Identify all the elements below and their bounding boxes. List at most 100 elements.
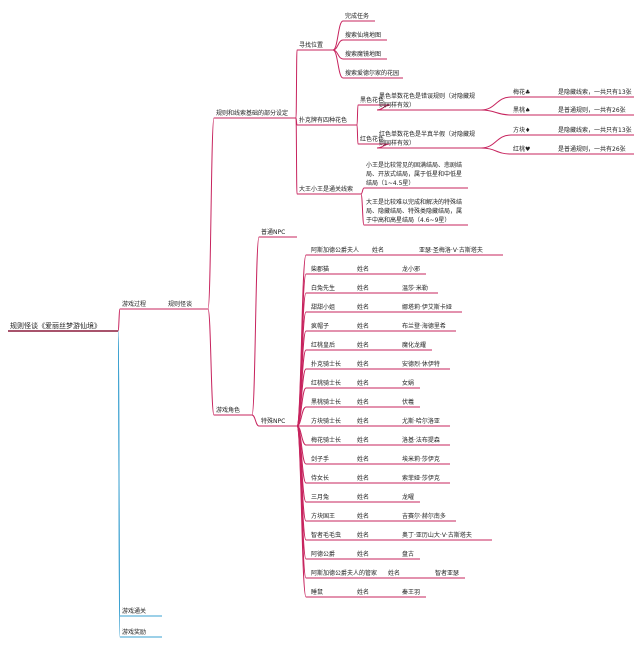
npc-name: 索菲娅·莎伊克: [402, 474, 440, 482]
npc-field: 姓名: [357, 550, 369, 558]
node-text-line: 局、开放式结局，属于低星和中低星: [366, 170, 462, 178]
npc-name: 龙曜: [402, 493, 414, 501]
connector: [117, 308, 121, 332]
npc-field: 姓名: [357, 455, 369, 463]
connector: [296, 425, 307, 598]
npc-field: 姓名: [357, 284, 369, 292]
npc-field: 姓名: [357, 588, 369, 596]
connector: [480, 147, 512, 155]
node-label: 寻找位置: [299, 41, 323, 49]
npc-name: 伏羲: [402, 398, 414, 406]
node-text-line: 红色单数花色是半真半假（对隐藏规: [379, 130, 475, 138]
node-label: 普通NPC: [261, 228, 285, 236]
npc-role: 甜甜小姐: [311, 303, 335, 311]
npc-field: 姓名: [357, 303, 369, 311]
npc-name: 奥丁·亚历山大·V·古斯塔夫: [402, 531, 472, 539]
node-label: 搜索魔镜地图: [345, 50, 381, 58]
connector: [251, 414, 260, 427]
node-label: 搜索仙境地图: [345, 31, 381, 39]
connector: [207, 117, 215, 310]
npc-name: 智者亚瑟: [435, 569, 459, 577]
connector: [117, 330, 121, 638]
connector: [332, 49, 344, 79]
connector: [356, 104, 359, 126]
npc-name: 吉赛尔·赫尔南多: [402, 512, 446, 520]
node-label: 完成任务: [345, 12, 369, 20]
npc-field: 姓名: [388, 569, 400, 577]
npc-name: 娜塔莉·伊艾斯卡娅: [402, 303, 452, 311]
root-label: 规则怪谈《爱丽丝梦游仙境》: [10, 321, 101, 330]
npc-role: 白兔先生: [311, 284, 335, 292]
npc-field: 姓名: [357, 398, 369, 406]
node-label: 规则怪谈: [168, 300, 192, 308]
node-label: 是隐藏线索，一共只有13张: [558, 88, 632, 96]
npc-role: 阿斯加德公爵夫人: [311, 246, 359, 254]
node-label: 特殊NPC: [261, 417, 285, 425]
connector: [207, 308, 215, 416]
npc-role: 智者毛毛虫: [311, 531, 341, 539]
npc-field: 姓名: [357, 360, 369, 368]
node-text-line: 黑色单数花色是错误规则（对隐藏规: [379, 92, 475, 100]
npc-name: 布兰登·海德里希: [402, 322, 446, 330]
npc-role: 方块国王: [311, 512, 335, 520]
connector: [356, 124, 359, 145]
npc-role: 红桃骑士长: [311, 379, 341, 387]
npc-role: 梅花骑士长: [311, 436, 341, 444]
node-label: 规则和线索基础的部分设定: [216, 109, 288, 117]
npc-field: 姓名: [357, 341, 369, 349]
npc-field: 姓名: [357, 493, 369, 501]
npc-name: 温莎·米勒: [402, 284, 428, 292]
node-label: 游戏通关: [122, 607, 146, 615]
npc-role: 黑桃骑士长: [311, 398, 341, 406]
node-label: 方块♦: [513, 126, 530, 134]
npc-role: 红桃皇后: [311, 341, 335, 349]
npc-field: 姓名: [357, 512, 369, 520]
npc-field: 姓名: [357, 474, 369, 482]
connector: [295, 117, 298, 195]
node-text-line: 结局（1~4.5星）: [366, 179, 414, 187]
connector: [296, 406, 307, 427]
npc-role: 扑克骑士长: [311, 360, 341, 368]
node-label: 大王小王是通关线索: [299, 185, 353, 193]
npc-name: 盘古: [402, 550, 414, 558]
connector: [480, 134, 512, 149]
npc-field: 姓名: [357, 265, 369, 273]
node-label: 是普通规则，一共有26张: [558, 106, 626, 114]
npc-name: 洛基·法布提森: [402, 436, 440, 444]
connector: [332, 20, 344, 51]
npc-role: 方块骑士长: [311, 417, 341, 425]
npc-name: 女娲: [402, 379, 414, 387]
npc-field: 姓名: [357, 417, 369, 425]
connector: [480, 96, 512, 111]
npc-role: 柴郡猫: [311, 265, 329, 273]
node-label: 游戏角色: [216, 406, 240, 414]
npc-field: 姓名: [357, 436, 369, 444]
npc-name: 龙小邪: [402, 265, 420, 273]
node-label: 扑克牌有四种花色: [299, 116, 347, 124]
node-label: 游戏过程: [122, 300, 146, 308]
node-text-line: 大王是比较难以完成和解决的特殊结: [366, 198, 462, 206]
npc-name: 安德烈·休伊特: [402, 360, 440, 368]
connector: [295, 49, 298, 119]
npc-field: 姓名: [357, 531, 369, 539]
npc-name: 魔化龙耀: [402, 341, 426, 349]
npc-role: 三月兔: [311, 493, 329, 501]
node-label: 梅花♣: [513, 88, 530, 96]
node-text-line: 则同样有效）: [379, 101, 415, 109]
connector: [360, 193, 365, 226]
npc-field: 姓名: [357, 322, 369, 330]
npc-role: 侍女长: [311, 474, 329, 482]
npc-role: 剑子手: [311, 455, 329, 463]
node-label: 是普通规则，一共有26张: [558, 145, 626, 153]
node-text-line: 局、隐藏结局、特殊类隐藏结局，属: [366, 207, 462, 215]
npc-name: 尤斯·哈尔洛亚: [402, 417, 440, 425]
npc-role: 睡鼠: [311, 588, 323, 596]
npc-role: 阿德公爵: [311, 550, 335, 558]
npc-role: 阿斯加德公爵夫人的管家: [311, 569, 377, 577]
connector: [360, 187, 365, 195]
node-label: 黑色花色: [360, 96, 384, 104]
node-label: 红色花色: [360, 135, 384, 143]
node-text-line: 则同样有效）: [379, 139, 415, 147]
node-label: 红桃♥: [513, 145, 530, 153]
